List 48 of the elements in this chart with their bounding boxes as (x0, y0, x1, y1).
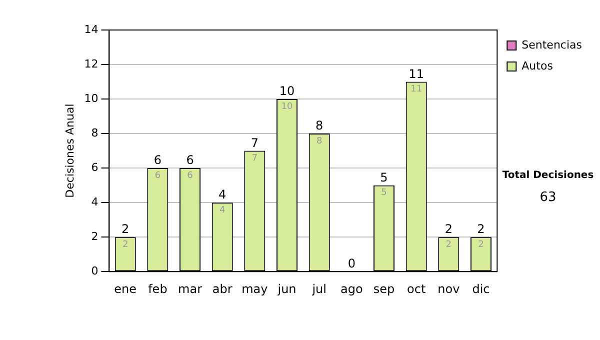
total-label: 6 (186, 153, 194, 168)
total-label: 4 (218, 188, 226, 202)
legend-label: Sentencias (522, 38, 582, 52)
data-label: 10 (281, 102, 294, 112)
data-label: 11 (410, 84, 422, 95)
total-label: 2 (122, 222, 130, 236)
data-label: 6 (187, 170, 194, 181)
y-tick-label: 0 (91, 264, 98, 278)
data-label: 2 (122, 240, 128, 250)
x-tick-label: abr (212, 282, 232, 296)
text: 63 (538, 190, 558, 205)
total-label: 7 (250, 136, 258, 150)
total-label: 2 (444, 222, 452, 236)
x-tick-label: oct (407, 282, 426, 296)
x-tick-label: sep (373, 282, 395, 296)
total-label: 8 (316, 118, 324, 133)
x-tick-label: ago (340, 282, 363, 296)
x-tick-label: mar (178, 282, 202, 296)
y-tick-label: 10 (84, 92, 98, 105)
y-tick-label: 8 (91, 126, 98, 140)
y-tick-label: 14 (84, 22, 98, 36)
x-tick-label: jun (276, 282, 296, 296)
total-label: 6 (154, 153, 162, 168)
data-label: 7 (252, 154, 258, 164)
y-tick-label: 2 (91, 230, 98, 243)
data-label: 6 (154, 170, 161, 181)
x-tick-label: nov (438, 282, 460, 296)
legend-label: Autos (522, 59, 554, 72)
data-label: 5 (381, 188, 387, 198)
data-label: 4 (219, 205, 226, 216)
y-tick-label: 12 (84, 57, 98, 70)
text: Total Decisiones (501, 170, 595, 181)
data-label: 8 (316, 136, 322, 146)
x-tick-label: may (242, 282, 268, 296)
data-label: 2 (446, 240, 452, 250)
data-label: 2 (478, 240, 484, 250)
x-tick-label: ene (114, 282, 137, 296)
total-label: 0 (348, 256, 356, 271)
total-label: 5 (380, 170, 388, 184)
x-tick-label: jul (311, 282, 326, 296)
total-label: 10 (279, 84, 295, 98)
total-label: 11 (408, 66, 424, 81)
x-tick-label: feb (148, 282, 168, 296)
y-tick-label: 4 (91, 195, 98, 208)
total-label: 2 (477, 222, 485, 236)
y-tick-label: 6 (91, 160, 98, 174)
x-tick-label: dic (472, 282, 490, 296)
y-axis-title: Decisiones Anual (63, 104, 76, 198)
